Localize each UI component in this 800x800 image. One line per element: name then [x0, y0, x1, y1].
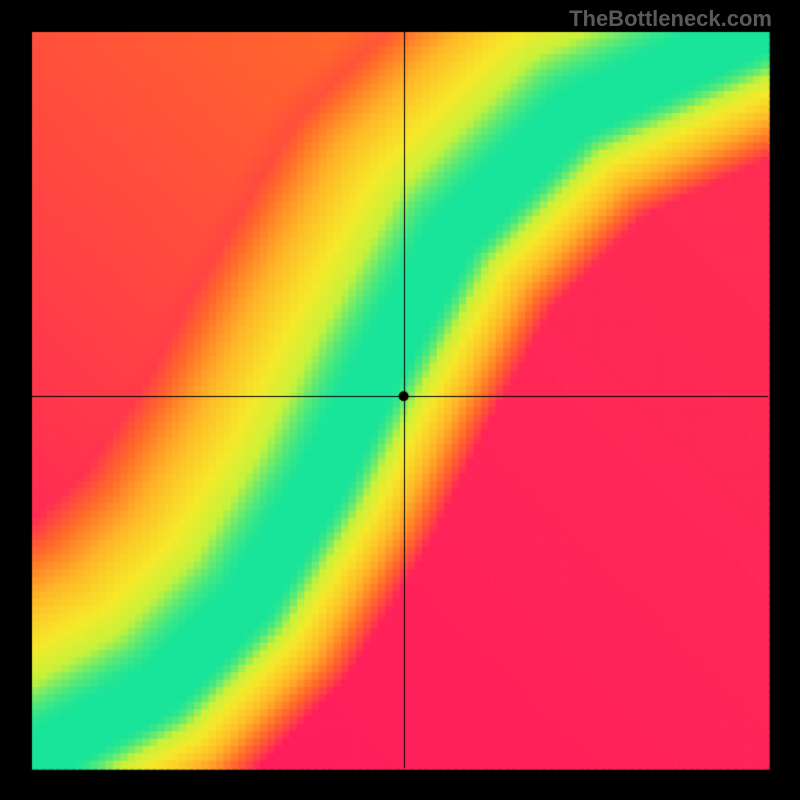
- chart-container: TheBottleneck.com: [0, 0, 800, 800]
- bottleneck-heatmap: [0, 0, 800, 800]
- attribution-label: TheBottleneck.com: [569, 6, 772, 32]
